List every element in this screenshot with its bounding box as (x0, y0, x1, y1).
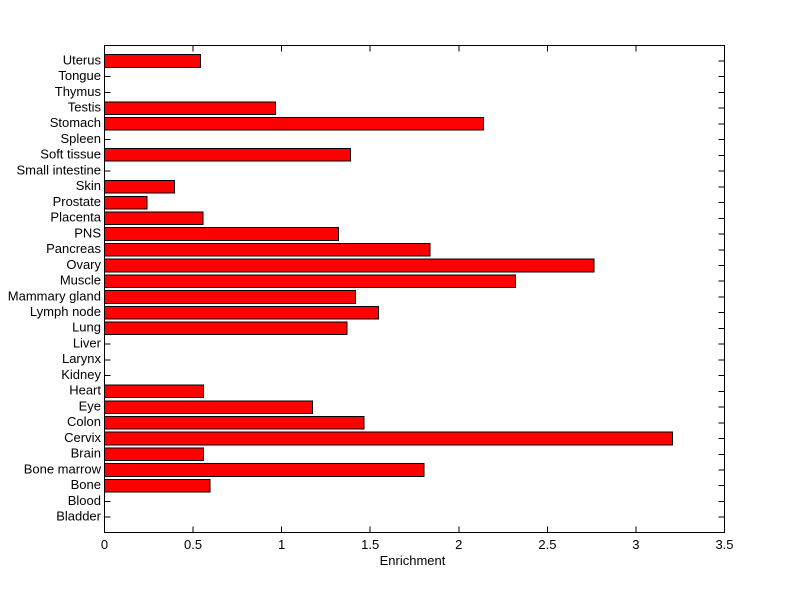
svg-text:Bladder: Bladder (56, 509, 101, 524)
svg-text:Colon: Colon (67, 414, 101, 429)
svg-text:Small intestine: Small intestine (16, 162, 101, 177)
svg-text:2.5: 2.5 (538, 537, 556, 552)
svg-text:2: 2 (455, 537, 462, 552)
svg-text:Lymph node: Lymph node (30, 304, 101, 319)
svg-text:Mammary gland: Mammary gland (8, 288, 101, 303)
svg-text:Stomach: Stomach (50, 115, 101, 130)
svg-text:Testis: Testis (68, 100, 102, 115)
svg-text:Muscle: Muscle (60, 273, 101, 288)
svg-text:Tongue: Tongue (58, 68, 101, 83)
svg-text:Lung: Lung (72, 320, 101, 335)
svg-text:1: 1 (278, 537, 285, 552)
svg-text:Soft tissue: Soft tissue (40, 147, 101, 162)
svg-text:Placenta: Placenta (50, 210, 101, 225)
svg-text:1.5: 1.5 (361, 537, 379, 552)
svg-text:3: 3 (632, 537, 639, 552)
svg-text:Thymus: Thymus (55, 84, 102, 99)
svg-text:Pancreas: Pancreas (46, 241, 101, 256)
svg-text:Bone marrow: Bone marrow (24, 461, 102, 476)
svg-text:Cervix: Cervix (64, 430, 101, 445)
svg-text:0: 0 (101, 537, 108, 552)
svg-text:Liver: Liver (73, 336, 102, 351)
svg-text:PNS: PNS (74, 225, 101, 240)
svg-text:3.5: 3.5 (715, 537, 733, 552)
svg-text:Prostate: Prostate (53, 194, 101, 209)
svg-text:Brain: Brain (71, 446, 101, 461)
svg-text:Skin: Skin (76, 178, 101, 193)
svg-text:Heart: Heart (69, 383, 101, 398)
svg-text:Enrichment: Enrichment (380, 553, 446, 568)
svg-text:Larynx: Larynx (62, 351, 102, 366)
svg-text:Eye: Eye (79, 398, 101, 413)
svg-text:Kidney: Kidney (61, 367, 101, 382)
svg-text:Blood: Blood (68, 493, 101, 508)
svg-text:Ovary: Ovary (66, 257, 101, 272)
svg-text:Uterus: Uterus (63, 52, 102, 67)
svg-text:Spleen: Spleen (61, 131, 101, 146)
svg-text:0.5: 0.5 (184, 537, 202, 552)
svg-text:Bone: Bone (71, 477, 101, 492)
